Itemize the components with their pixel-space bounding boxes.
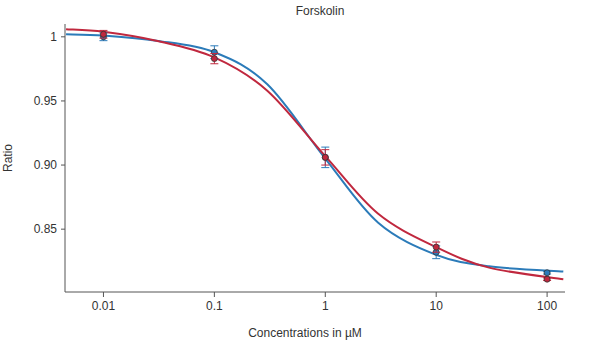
error-bar [321, 147, 329, 168]
error-cap [99, 38, 107, 39]
error-bar [99, 30, 107, 38]
error-cap [321, 147, 329, 148]
error-cap [321, 165, 329, 166]
y-tick-label: 0.90 [34, 158, 58, 172]
y-tick [61, 229, 65, 230]
y-axis-label: Ratio [1, 144, 15, 172]
error-cap [99, 40, 107, 41]
chart-svg: Forskolin 0.01 0.1 1 10 100 0.85 0.90 0.95 1 Conce… [0, 0, 600, 352]
x-tick-label: 100 [537, 299, 557, 313]
y-tick-label: 0.85 [34, 222, 58, 236]
x-tick [436, 292, 437, 297]
error-cap [210, 53, 218, 54]
data-point [322, 154, 328, 160]
x-tick [325, 292, 326, 297]
data-point [433, 244, 439, 250]
error-cap [99, 30, 107, 31]
error-cap [432, 258, 440, 259]
data-point [544, 270, 550, 276]
data-point [211, 56, 217, 62]
error-cap [210, 45, 218, 46]
y-tick [61, 100, 65, 101]
data-point [544, 276, 550, 282]
x-axis-line [65, 292, 565, 293]
data-point [100, 31, 106, 37]
error-bar [210, 53, 218, 63]
y-tick-label: 1 [50, 30, 57, 44]
error-cap [432, 241, 440, 242]
x-tick-label: 1 [322, 299, 329, 313]
chart-container: Forskolin 0.01 0.1 1 10 100 0.85 0.90 0.95 1 Conce… [0, 0, 600, 352]
error-cap [432, 252, 440, 253]
x-tick-label: 10 [430, 299, 444, 313]
x-tick [214, 292, 215, 297]
y-tick [61, 165, 65, 166]
error-bar [321, 150, 329, 165]
error-cap [321, 149, 329, 150]
x-axis-label: Concentrations in µM [248, 326, 362, 340]
x-tick [547, 292, 548, 297]
x-tick-label: 0.01 [92, 299, 116, 313]
plot-area [66, 29, 563, 282]
error-cap [210, 63, 218, 64]
error-cap [321, 167, 329, 168]
x-tick-label: 0.1 [206, 299, 223, 313]
data-point [322, 154, 328, 160]
y-tick-label: 0.95 [34, 94, 58, 108]
fit-line [66, 34, 563, 271]
title: Forskolin [296, 4, 345, 18]
fit-line [66, 29, 563, 279]
error-bar [432, 242, 440, 252]
y-axis-line [65, 24, 66, 292]
y-tick [61, 36, 65, 37]
x-tick [103, 292, 104, 297]
